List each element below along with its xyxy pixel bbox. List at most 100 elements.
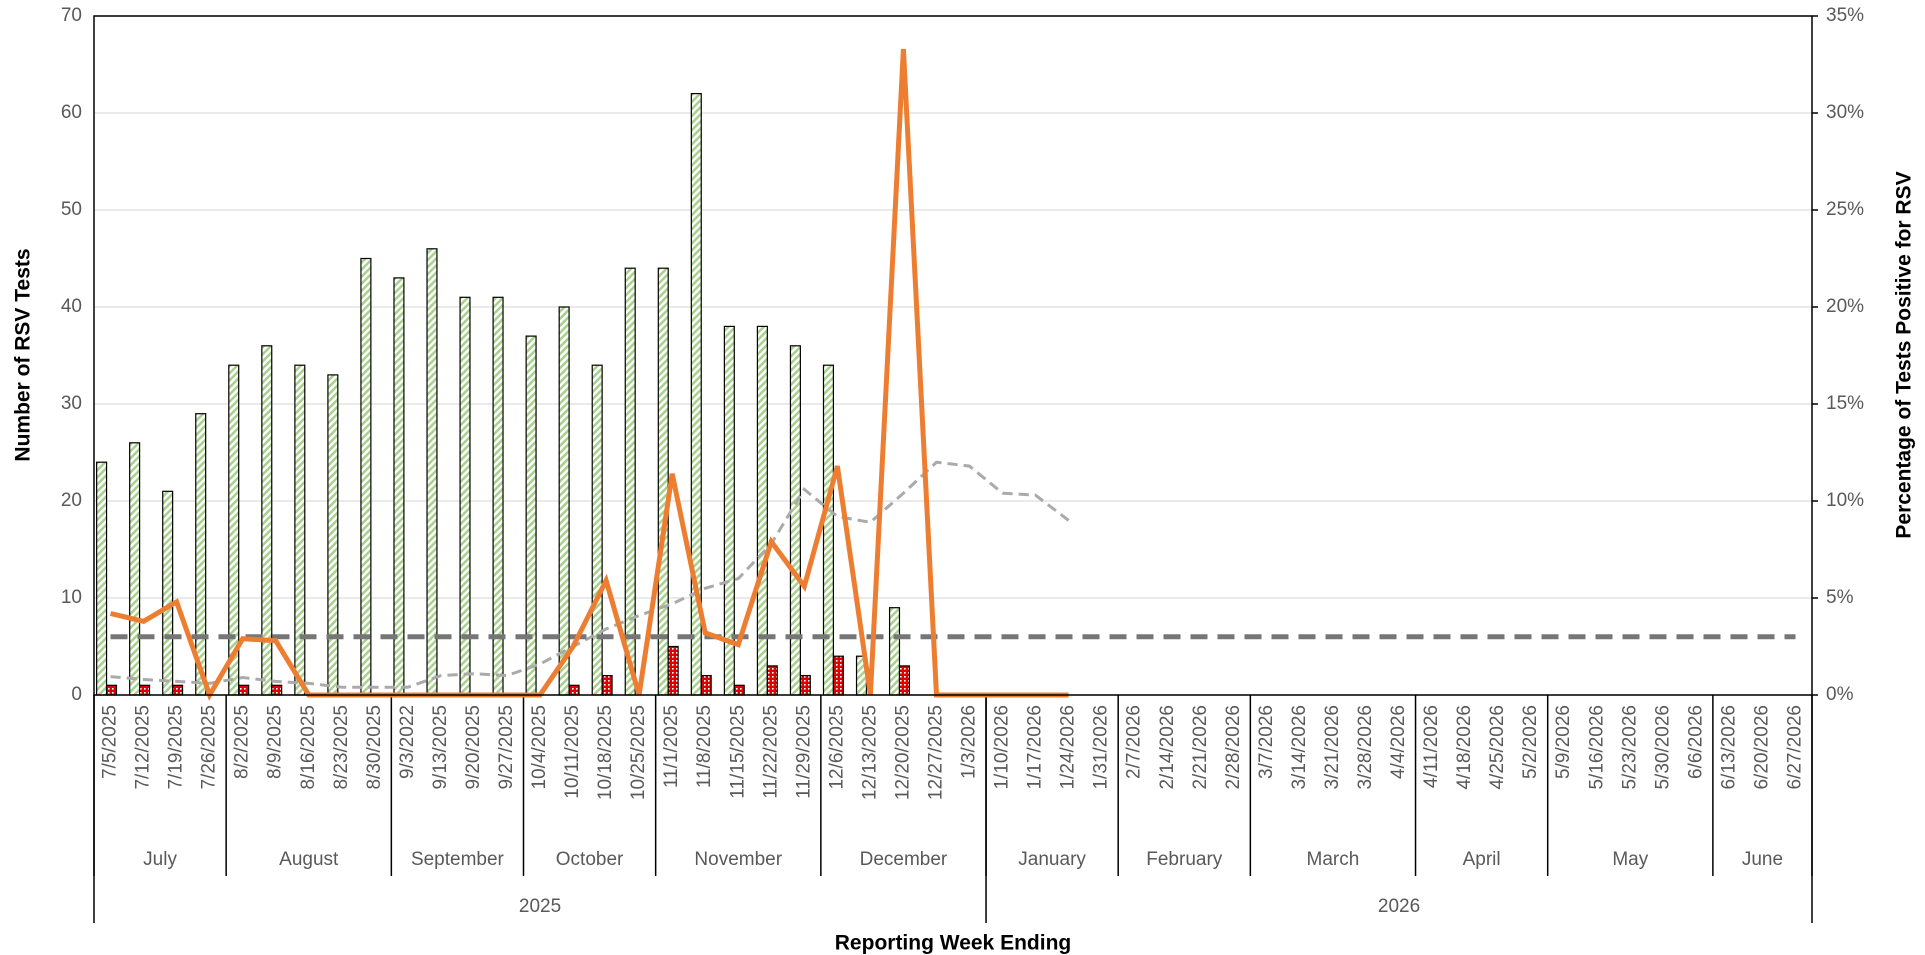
group-label: November: [694, 849, 782, 870]
x-tick-label: 3/28/2026: [1355, 705, 1376, 790]
x-tick-label: 8/16/2025: [298, 705, 319, 790]
y-axis-title: Number of RSV Tests: [12, 248, 35, 461]
bar: [888, 607, 901, 696]
bar: [832, 655, 844, 696]
bar: [96, 461, 108, 696]
group-label: December: [860, 849, 948, 870]
y2-tick-label: 35%: [1826, 5, 1864, 26]
bar: [733, 684, 745, 696]
y-tick-label: 70: [61, 5, 82, 26]
x-tick-label: 3/21/2026: [1322, 705, 1343, 790]
x-tick-label: 8/30/2025: [364, 705, 385, 790]
x-tick-label: 8/9/2025: [265, 705, 286, 779]
bar: [789, 345, 801, 696]
y2-axis-title: Percentage of Tests Positive for RSV: [1893, 171, 1916, 538]
x-tick-label: 7/5/2025: [100, 705, 121, 779]
bar: [271, 684, 283, 696]
y2-tick-label: 10%: [1826, 490, 1864, 511]
bar: [591, 364, 603, 696]
x-tick-label: 1/10/2026: [992, 705, 1013, 790]
x-tick-label: 11/22/2025: [760, 705, 781, 799]
x-tick-label: 4/18/2026: [1454, 705, 1475, 790]
y-tick-label: 30: [61, 393, 82, 414]
x-tick-label: 3/14/2026: [1289, 705, 1310, 790]
bar: [657, 267, 669, 696]
group-label: July: [143, 849, 177, 870]
x-tick-label: 1/3/2026: [959, 705, 980, 779]
y2-tick-label: 30%: [1826, 102, 1864, 123]
plot-frame: [93, 15, 1813, 696]
x-tick-label: 1/17/2026: [1025, 705, 1046, 790]
x-tick-label: 10/25/2025: [628, 705, 649, 800]
x-tick-label: 9/20/2025: [463, 705, 484, 790]
x-tick-label: 7/12/2025: [133, 705, 154, 790]
x-tick-label: 5/2/2026: [1520, 705, 1541, 779]
group-label: October: [556, 849, 624, 870]
group-label: January: [1018, 849, 1086, 870]
bar: [327, 374, 339, 696]
x-tick-label: 5/23/2026: [1619, 705, 1640, 790]
bar: [162, 490, 174, 696]
x-tick-label: 10/4/2025: [529, 705, 550, 790]
x-tick-label: 7/26/2025: [199, 705, 220, 790]
y-tick-label: 40: [61, 296, 82, 317]
group-label: May: [1612, 849, 1648, 870]
line: [110, 460, 1070, 689]
x-tick-label: 4/25/2026: [1487, 705, 1508, 790]
bar: [294, 364, 306, 696]
bar: [799, 674, 811, 696]
y-tick-label: 50: [61, 199, 82, 220]
bar: [558, 306, 570, 696]
bar: [172, 684, 184, 696]
x-tick-label: 12/27/2025: [925, 705, 946, 800]
y-tick-label: 10: [61, 587, 82, 608]
bar: [898, 665, 910, 696]
bar: [105, 684, 118, 696]
bar: [766, 665, 778, 696]
x-tick-label: 8/2/2025: [232, 705, 253, 779]
bar: [393, 277, 405, 696]
x-tick-label: 4/11/2026: [1421, 705, 1442, 788]
y-tick-label: 20: [61, 490, 82, 511]
x-tick-label: 12/20/2025: [892, 705, 913, 800]
y2-tick-label: 5%: [1826, 587, 1854, 608]
group-label: June: [1742, 849, 1783, 870]
bar: [138, 684, 151, 696]
x-tick-label: 8/23/2025: [331, 705, 352, 790]
bar: [426, 248, 438, 696]
bar: [822, 364, 835, 696]
y2-tick-label: 25%: [1826, 199, 1864, 220]
x-axis-title: Reporting Week Ending: [835, 932, 1071, 955]
y2-tick-label: 15%: [1826, 393, 1864, 414]
x-tick-label: 2/28/2026: [1223, 705, 1244, 790]
x-tick-label: 5/16/2026: [1586, 705, 1607, 790]
x-tick-label: 9/13/2025: [430, 705, 451, 790]
bar: [525, 335, 537, 696]
x-tick-label: 6/20/2026: [1751, 705, 1772, 790]
bar: [568, 684, 580, 696]
x-tick-label: 4/4/2026: [1388, 705, 1409, 779]
y2-tick-label: 0%: [1826, 684, 1854, 705]
x-tick-label: 1/31/2026: [1091, 705, 1112, 790]
line: [109, 48, 1069, 701]
x-tick-label: 11/1/2025: [661, 705, 682, 788]
x-tick-label: 6/27/2026: [1784, 705, 1805, 790]
group-label: September: [411, 849, 505, 870]
x-tick-label: 9/27/2025: [496, 705, 517, 790]
bar: [238, 684, 250, 696]
x-tick-label: 11/15/2025: [727, 705, 748, 799]
x-tick-label: 2/7/2026: [1124, 705, 1145, 779]
bar: [624, 267, 636, 696]
x-tick-label: 9/3/2022: [397, 705, 418, 779]
group-label: April: [1463, 849, 1501, 870]
y-tick-label: 60: [61, 102, 82, 123]
x-tick-label: 10/18/2025: [595, 705, 616, 800]
x-tick-label: 3/7/2026: [1256, 705, 1277, 779]
x-tick-label: 11/29/2025: [793, 705, 814, 799]
bar: [129, 442, 141, 696]
x-tick-label: 7/19/2025: [166, 705, 187, 790]
x-tick-label: 1/24/2026: [1058, 705, 1079, 790]
bar: [360, 257, 372, 696]
x-tick-label: 5/9/2026: [1553, 705, 1574, 779]
group-label: 2025: [519, 896, 561, 917]
